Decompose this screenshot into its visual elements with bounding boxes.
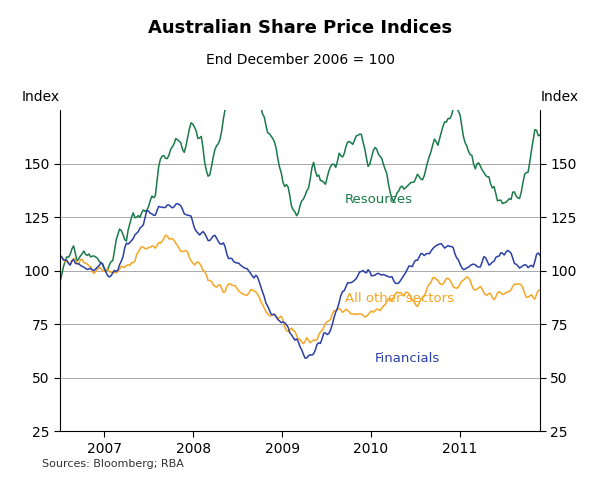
Text: Index: Index xyxy=(22,90,60,104)
Text: Sources: Bloomberg; RBA: Sources: Bloomberg; RBA xyxy=(42,459,184,469)
Text: Index: Index xyxy=(540,90,578,104)
Text: Financials: Financials xyxy=(374,352,440,365)
Text: Australian Share Price Indices: Australian Share Price Indices xyxy=(148,19,452,37)
Text: All other sectors: All other sectors xyxy=(345,292,454,305)
Text: Resources: Resources xyxy=(345,194,413,206)
Text: End December 2006 = 100: End December 2006 = 100 xyxy=(205,53,395,67)
